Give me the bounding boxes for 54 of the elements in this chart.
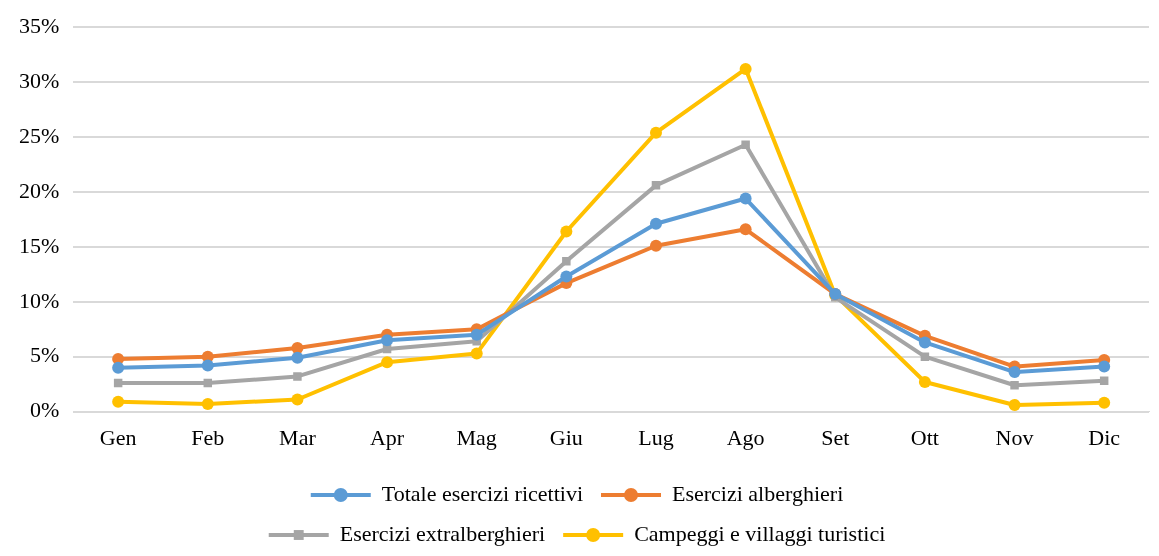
point	[562, 256, 571, 266]
point	[918, 375, 931, 388]
y-tick-label: 0%	[30, 397, 60, 423]
point	[291, 393, 304, 406]
x-tick-label: Lug	[638, 424, 674, 450]
x-tick-label: Apr	[369, 424, 405, 450]
point	[920, 352, 930, 361]
y-tick-label: 10%	[19, 287, 60, 313]
point	[470, 328, 483, 341]
point	[739, 62, 752, 75]
legend-label: Esercizi extralberghieri	[339, 520, 546, 546]
point	[741, 140, 750, 149]
y-tick-label: 35%	[19, 12, 60, 38]
point	[381, 334, 394, 347]
y-tick-label: 5%	[30, 342, 60, 368]
legend-label: Totale esercizi ricettivi	[381, 480, 584, 506]
point	[560, 225, 573, 238]
point	[112, 361, 125, 374]
x-tick-label: Nov	[995, 424, 1034, 450]
point	[560, 270, 573, 283]
point	[201, 359, 214, 372]
x-tick-label: Feb	[191, 424, 225, 450]
point	[1098, 360, 1111, 373]
y-tick-label: 15%	[19, 232, 60, 258]
point	[649, 126, 662, 139]
point	[1010, 381, 1019, 390]
x-tick-label: Set	[821, 424, 850, 450]
y-tick-label: 30%	[19, 67, 60, 93]
point	[1008, 366, 1021, 379]
legend-label: Esercizi alberghieri	[672, 480, 844, 506]
point	[1098, 396, 1111, 409]
point	[1008, 399, 1021, 412]
point	[739, 192, 752, 205]
x-tick-label: Ott	[910, 424, 939, 450]
x-tick-label: Ago	[726, 424, 765, 450]
x-tick-label: Dic	[1088, 424, 1121, 450]
point	[291, 351, 304, 364]
point	[649, 239, 662, 252]
point	[201, 397, 214, 410]
point	[112, 395, 125, 408]
point	[381, 356, 394, 369]
x-tick-label: Mar	[279, 424, 317, 450]
point	[739, 223, 752, 236]
x-tick-label: Gen	[99, 424, 137, 450]
point	[470, 347, 483, 360]
point	[918, 336, 931, 349]
x-tick-label: Mag	[456, 424, 497, 450]
legend-label: Campeggi e villaggi turistici	[634, 520, 886, 546]
point	[651, 181, 661, 190]
y-tick-label: 25%	[19, 122, 60, 148]
x-tick-label: Giu	[549, 424, 583, 450]
point	[293, 372, 302, 381]
y-tick-label: 20%	[19, 177, 60, 203]
point	[649, 217, 662, 230]
